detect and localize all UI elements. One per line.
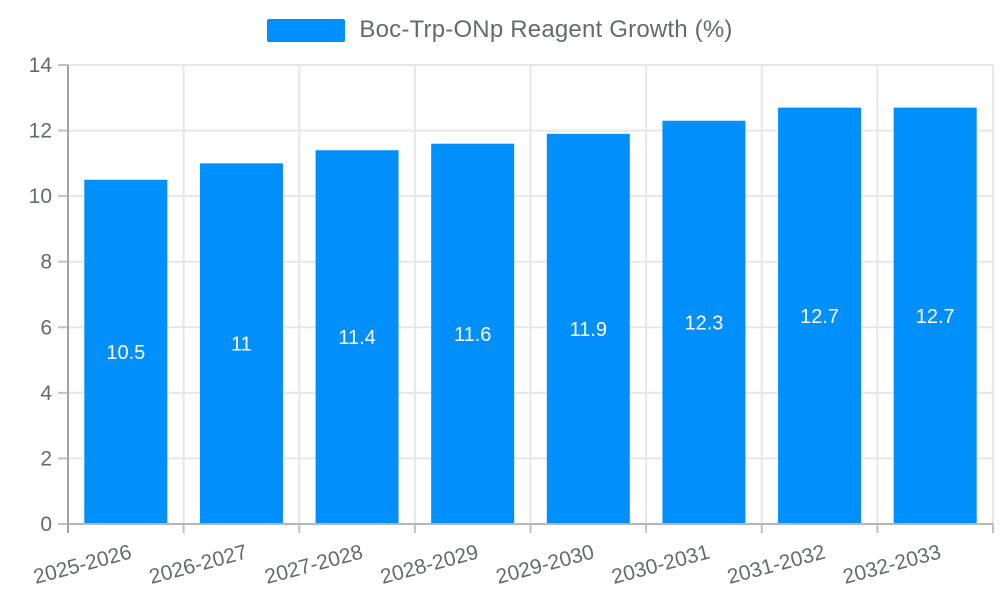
y-axis-tick-label: 8	[40, 251, 52, 274]
bar-value-label: 11.4	[338, 327, 375, 349]
bar-value-label: 12.7	[916, 306, 955, 328]
bar-value-label: 11.6	[454, 324, 491, 346]
bar[interactable]	[431, 143, 515, 524]
y-axis-tick-label: 0	[40, 513, 52, 536]
bar[interactable]	[546, 133, 630, 524]
bar-value-label: 11	[231, 334, 252, 356]
chart-legend[interactable]: Boc-Trp-ONp Reagent Growth (%)	[0, 16, 1000, 44]
y-axis-tick-label: 6	[40, 316, 52, 339]
bar-value-label: 12.7	[800, 306, 839, 328]
bar-value-label: 11.9	[570, 319, 607, 341]
bar[interactable]	[778, 107, 862, 524]
y-axis-tick-label: 2	[40, 447, 52, 470]
x-axis-category-label: 2027-2028	[262, 541, 365, 589]
y-axis-tick-label: 14	[29, 54, 53, 77]
bar[interactable]	[199, 163, 283, 524]
bar[interactable]	[662, 120, 746, 524]
x-axis-category-label: 2031-2032	[725, 541, 828, 589]
x-axis-category-label: 2028-2029	[378, 541, 481, 589]
y-axis-tick-label: 12	[29, 120, 52, 143]
x-axis-category-label: 2032-2033	[841, 541, 944, 589]
legend-label: Boc-Trp-ONp Reagent Growth (%)	[359, 16, 733, 43]
bar-value-label: 10.5	[106, 342, 145, 364]
x-axis-category-label: 2029-2030	[494, 541, 597, 589]
bar[interactable]	[84, 179, 168, 524]
legend-swatch	[267, 18, 346, 42]
bar-value-label: 12.3	[684, 312, 723, 334]
x-axis-category-label: 2026-2027	[147, 541, 250, 589]
x-axis-category-label: 2025-2026	[31, 541, 134, 589]
y-axis-tick-label: 4	[40, 382, 52, 405]
y-axis-tick-label: 10	[29, 185, 52, 208]
x-axis-category-label: 2030-2031	[609, 541, 712, 589]
bar[interactable]	[893, 107, 977, 524]
bar[interactable]	[315, 150, 399, 524]
